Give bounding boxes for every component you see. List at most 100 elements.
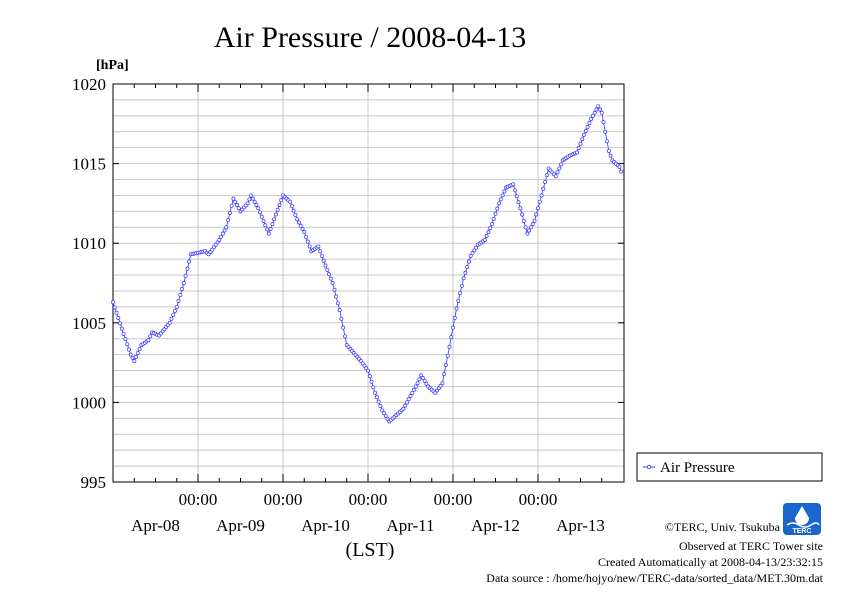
data-point	[415, 381, 420, 386]
data-point	[527, 228, 532, 233]
x-axis-ticks: 00:00 00:00 00:00 00:00 00:00 Apr-08 Apr-09 Apr…	[131, 84, 605, 535]
data-point	[245, 201, 250, 206]
data-point	[247, 197, 252, 202]
data-point	[366, 368, 370, 373]
data-point	[167, 320, 172, 325]
data-point	[249, 193, 254, 198]
data-point	[555, 170, 560, 175]
data-point	[250, 196, 255, 201]
data-point	[513, 188, 517, 193]
data-point	[422, 378, 427, 383]
data-point	[405, 400, 409, 405]
credit-data-source: Data source : /home/hojyo/new/TERC-data/…	[486, 571, 823, 585]
data-point	[410, 390, 415, 395]
data-point	[378, 404, 383, 408]
data-point	[493, 211, 498, 216]
data-point	[380, 408, 385, 413]
data-point	[335, 301, 340, 306]
data-point	[461, 276, 466, 281]
data-point	[302, 230, 307, 235]
data-point	[587, 121, 592, 125]
data-point	[233, 199, 238, 204]
data-point	[451, 325, 455, 330]
terc-logo: TERC	[783, 503, 821, 535]
data-point	[300, 226, 305, 231]
chart-title: Air Pressure / 2008-04-13	[214, 21, 526, 54]
data-point	[298, 223, 303, 228]
data-point	[472, 248, 477, 253]
data-point	[187, 259, 192, 264]
data-point	[330, 281, 335, 285]
data-point	[273, 212, 278, 217]
data-point	[180, 287, 185, 291]
data-point	[592, 110, 597, 115]
data-point	[173, 308, 177, 313]
credit-copyright: ©TERC, Univ. Tsukuba	[665, 520, 781, 534]
y-tick-label: 1005	[72, 314, 106, 333]
data-point	[185, 266, 190, 271]
data-point	[498, 197, 503, 202]
data-point	[516, 200, 521, 205]
data-point	[449, 335, 454, 340]
data-point	[181, 281, 186, 285]
data-point	[541, 186, 546, 191]
data-point	[381, 411, 386, 416]
y-tick-label: 1010	[72, 234, 106, 253]
data-point	[458, 291, 463, 296]
data-point	[530, 222, 535, 227]
data-point	[148, 334, 153, 339]
data-point	[420, 376, 425, 381]
data-point	[523, 225, 528, 230]
data-point	[440, 381, 445, 386]
data-point	[589, 117, 594, 121]
data-point	[334, 294, 339, 299]
data-point	[227, 211, 232, 215]
data-point	[235, 203, 239, 207]
data-point	[258, 210, 262, 215]
legend-box	[636, 452, 823, 482]
data-point	[321, 258, 326, 263]
data-point	[288, 199, 293, 204]
data-point	[327, 272, 331, 277]
data-point	[114, 310, 119, 315]
data-point	[557, 166, 562, 171]
data-point	[514, 194, 519, 199]
data-point	[495, 206, 500, 211]
data-point	[599, 110, 604, 115]
data-point	[520, 212, 525, 217]
legend: Air Pressure	[636, 452, 823, 482]
data-point	[176, 298, 181, 303]
data-point	[442, 372, 447, 377]
data-point	[518, 206, 523, 211]
y-tick-label: 1000	[72, 393, 106, 412]
data-point	[419, 373, 424, 378]
data-point	[137, 347, 142, 352]
data-point	[277, 203, 282, 207]
series-air-pressure	[111, 104, 624, 424]
data-point	[169, 316, 174, 321]
data-point	[261, 218, 266, 223]
data-point	[123, 337, 128, 342]
data-point	[576, 146, 581, 151]
data-point	[417, 377, 422, 382]
data-point	[491, 216, 496, 221]
data-point	[229, 203, 234, 208]
data-point	[279, 198, 284, 203]
data-point	[443, 363, 448, 367]
data-point	[447, 344, 452, 349]
data-point	[111, 300, 115, 305]
credits: ©TERC, Univ. Tsukuba Observed at TERC To…	[486, 520, 823, 585]
data-point	[183, 273, 188, 278]
data-point	[112, 305, 117, 310]
data-point	[293, 212, 298, 217]
data-point	[295, 217, 300, 222]
data-point	[266, 231, 271, 236]
credit-observed: Observed at TERC Tower site	[679, 539, 823, 553]
x-tick-date-label: Apr-09	[216, 516, 265, 535]
x-tick-time-label: 00:00	[519, 490, 558, 509]
data-point	[619, 169, 624, 174]
data-point	[118, 321, 123, 326]
data-point	[532, 218, 537, 223]
data-point	[590, 113, 595, 118]
data-point	[134, 355, 138, 359]
